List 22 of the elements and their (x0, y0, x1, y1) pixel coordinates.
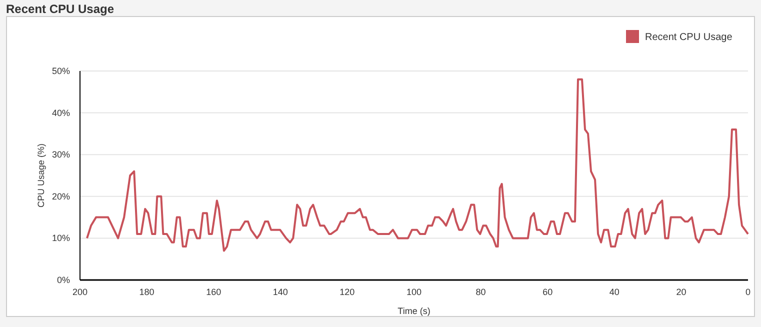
x-tick-label: 20 (676, 287, 686, 297)
legend-label: Recent CPU Usage (645, 32, 733, 43)
y-tick-label: 10% (52, 233, 70, 244)
x-axis-title: Time (s) (398, 306, 430, 316)
x-tick-label: 160 (206, 287, 222, 297)
line-series (86, 78, 749, 252)
x-tick-label: 200 (72, 287, 88, 297)
y-tick-label: 20% (52, 191, 70, 202)
y-axis-title: CPU Usage (%) (36, 143, 46, 208)
y-tick-label: 40% (52, 108, 70, 118)
x-tick-label: 140 (272, 287, 288, 297)
y-tick-label: 50% (52, 66, 70, 76)
x-tick-label: 80 (476, 287, 486, 297)
chart-title: Recent CPU Usage (6, 2, 114, 16)
x-tick-label: 180 (139, 287, 154, 297)
x-tick-label: 40 (609, 287, 620, 297)
x-tick-label: 60 (542, 287, 553, 297)
x-tick-label: 100 (406, 287, 422, 297)
x-tick-label: 0 (745, 287, 751, 297)
x-tick-label: 120 (340, 287, 355, 297)
y-tick-label: 30% (52, 150, 70, 160)
y-tick-label: 0% (56, 275, 70, 285)
